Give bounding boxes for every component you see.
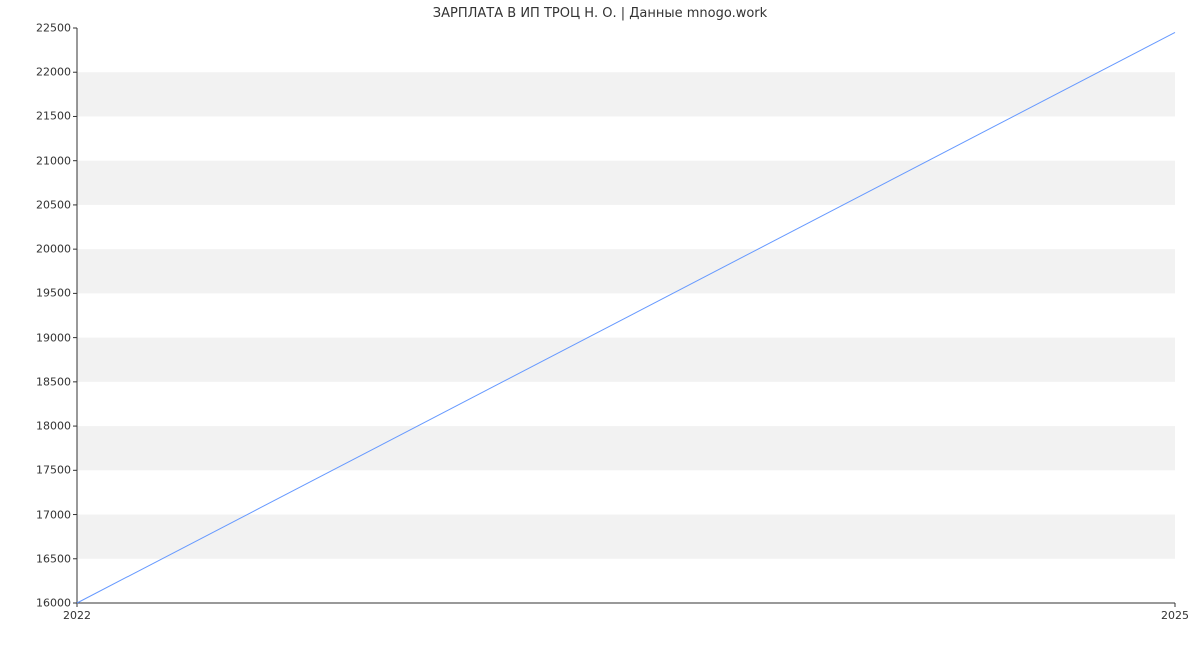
plot-svg [77, 28, 1175, 603]
y-tick-label: 18500 [36, 375, 77, 388]
y-tick-label: 20000 [36, 243, 77, 256]
line-chart: ЗАРПЛАТА В ИП ТРОЦ Н. О. | Данные mnogo.… [0, 0, 1200, 650]
y-tick-label: 22500 [36, 22, 77, 35]
y-tick-label: 19500 [36, 287, 77, 300]
y-tick-label: 18000 [36, 420, 77, 433]
x-tick-label: 2022 [63, 603, 91, 622]
plot-area: 1600016500170001750018000185001900019500… [77, 28, 1175, 603]
y-tick-label: 20500 [36, 198, 77, 211]
y-tick-label: 16500 [36, 552, 77, 565]
y-tick-label: 21000 [36, 154, 77, 167]
chart-title: ЗАРПЛАТА В ИП ТРОЦ Н. О. | Данные mnogo.… [0, 6, 1200, 21]
y-tick-label: 19000 [36, 331, 77, 344]
y-tick-label: 17500 [36, 464, 77, 477]
y-tick-label: 17000 [36, 508, 77, 521]
y-tick-label: 22000 [36, 66, 77, 79]
x-tick-label: 2025 [1161, 603, 1189, 622]
y-tick-label: 21500 [36, 110, 77, 123]
